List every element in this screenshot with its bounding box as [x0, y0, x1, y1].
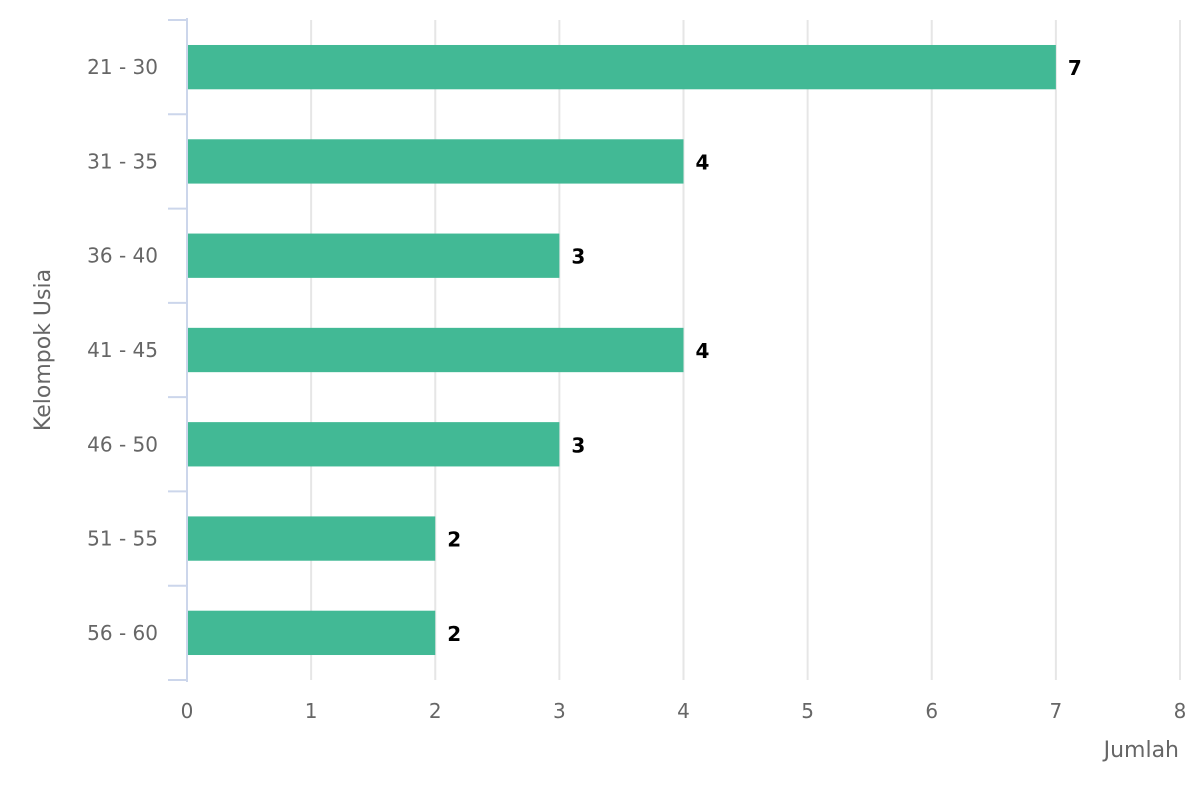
data-label: 7 [1068, 56, 1082, 80]
data-label: 4 [696, 339, 710, 363]
x-tick-label: 5 [801, 699, 814, 723]
bar-36-40 [188, 233, 560, 278]
data-label: 4 [696, 150, 710, 174]
y-tick-label: 36 - 40 [87, 244, 158, 268]
x-tick-label: 2 [429, 699, 442, 723]
y-axis-title: Kelompok Usia [31, 269, 56, 431]
data-label: 2 [447, 528, 461, 552]
y-tick-label: 56 - 60 [87, 621, 158, 645]
bars [188, 44, 1056, 656]
bar-41-45 [188, 327, 684, 373]
bar-51-55 [188, 516, 436, 561]
x-tick-label: 1 [305, 699, 318, 723]
x-tick-label: 6 [925, 699, 938, 723]
x-tick-label: 3 [553, 699, 566, 723]
x-axis-title: Jumlah [1102, 738, 1179, 763]
y-tick-label: 31 - 35 [87, 149, 158, 173]
y-tick-label: 51 - 55 [87, 527, 158, 551]
bar-56-60 [188, 610, 436, 656]
x-tick-label: 0 [181, 699, 194, 723]
x-tick-label: 7 [1050, 699, 1063, 723]
data-label: 2 [447, 622, 461, 646]
x-tick-label: 8 [1174, 699, 1187, 723]
y-tick-label: 21 - 30 [87, 55, 158, 79]
x-tick-label: 4 [677, 699, 690, 723]
y-tick-label: 41 - 45 [87, 338, 158, 362]
data-label: 3 [571, 245, 585, 269]
bar-46-50 [188, 422, 560, 467]
data-label: 3 [571, 433, 585, 457]
bar-21-30 [188, 44, 1056, 90]
axes [168, 18, 188, 682]
labels: 0 1 2 3 4 5 6 7 8 21 - 30 7 31 - 35 4 36 - 40 3 41 - 45… [87, 55, 1186, 723]
bar-31-35 [188, 139, 684, 184]
y-tick-label: 46 - 50 [87, 432, 158, 456]
